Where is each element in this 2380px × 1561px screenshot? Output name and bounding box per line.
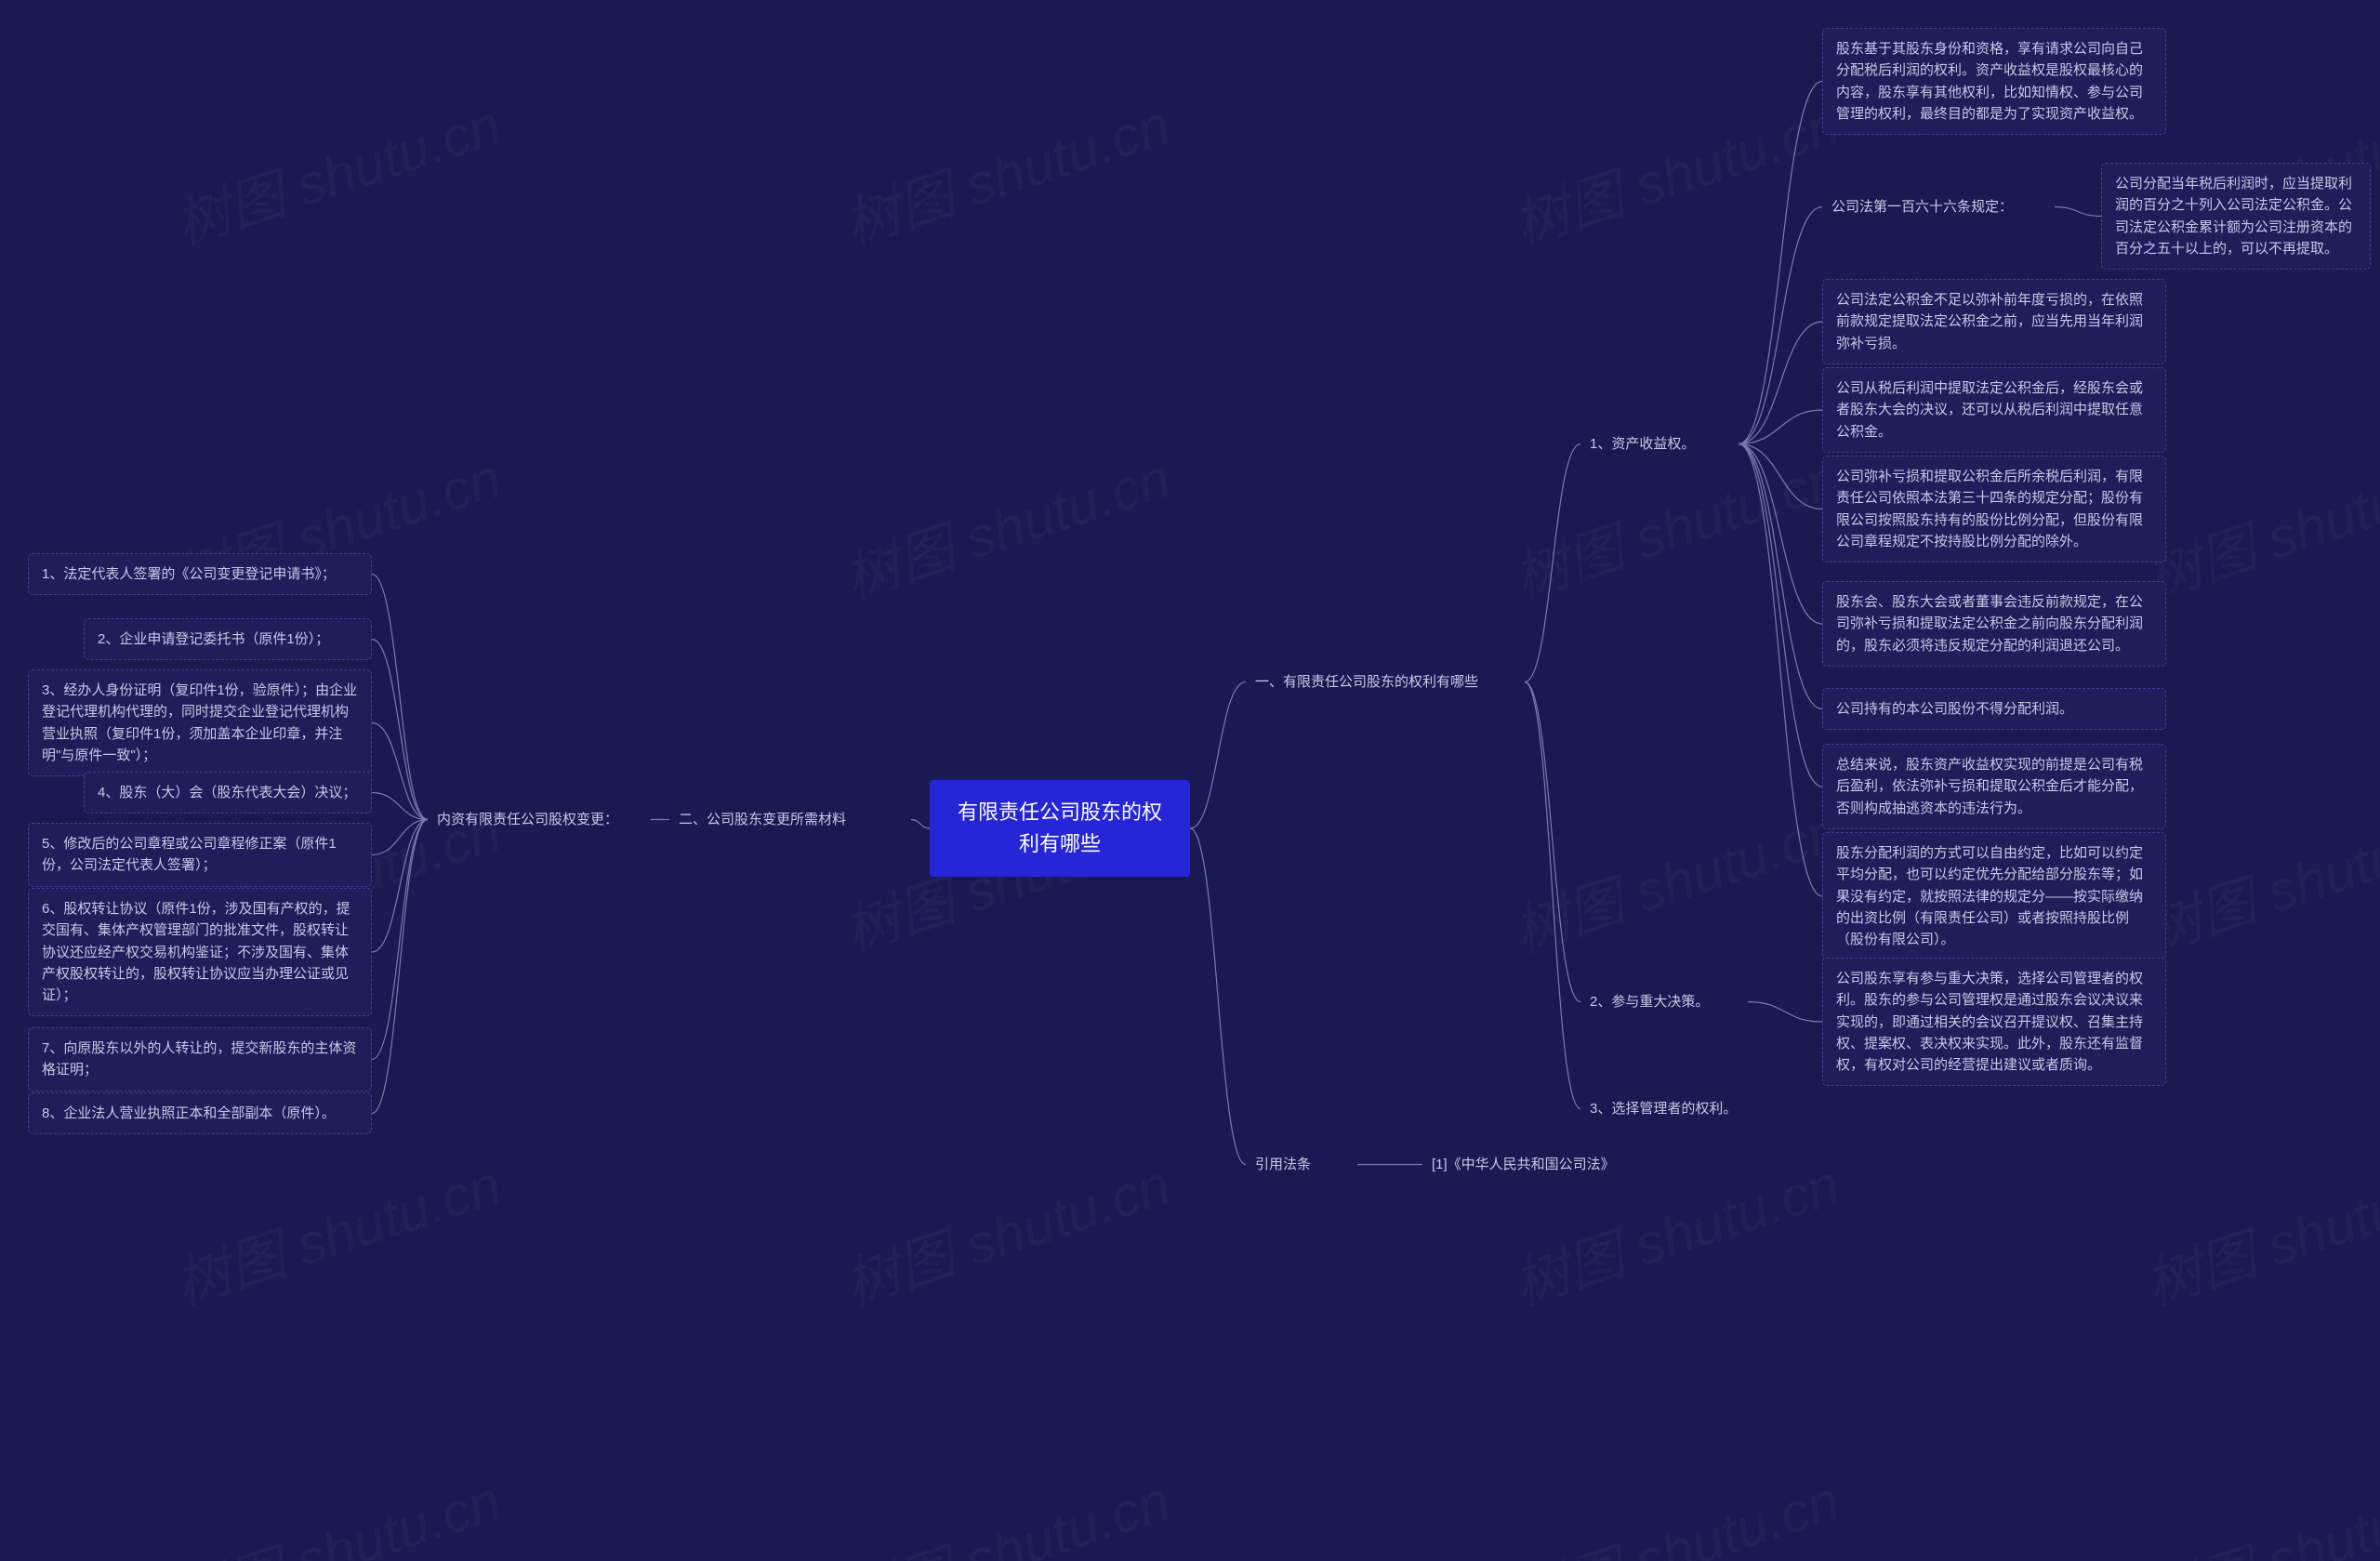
node-s2_1b[interactable]: 2、企业申请登记委托书（原件1份）； (84, 618, 372, 660)
node-s2_1c[interactable]: 3、经办人身份证明（复印件1份，验原件）；由企业登记代理机构代理的，同时提交企业… (28, 669, 372, 776)
node-s1_1h[interactable]: 总结来说，股东资产收益权实现的前提是公司有税后盈利，依法弥补亏损和提取公积金后才… (1822, 744, 2166, 829)
watermark: 树图 shutu.cn (832, 433, 1179, 615)
node-label: 公司弥补亏损和提取公积金后所余税后利润，有限责任公司依照本法第三十四条的规定分配… (1836, 466, 2152, 552)
connector (1739, 444, 1822, 625)
connector (372, 793, 428, 820)
connector (1739, 322, 1822, 444)
node-label: 1、资产收益权。 (1590, 433, 1695, 455)
connector (1739, 82, 1822, 444)
node-label: 公司持有的本公司股份不得分配利润。 (1836, 698, 2073, 720)
node-s2_1a[interactable]: 1、法定代表人签署的《公司变更登记申请书》； (28, 553, 372, 595)
mindmap-canvas: 树图 shutu.cn 树图 shutu.cn 树图 shutu.cn 树图 shut… (0, 0, 2380, 1561)
connector (372, 820, 428, 1060)
watermark: 树图 shutu.cn (1501, 787, 1848, 968)
node-s1_1e[interactable]: 公司弥补亏损和提取公积金后所余税后利润，有限责任公司依照本法第三十四条的规定分配… (1822, 456, 2166, 562)
node-s1[interactable]: 一、有限责任公司股东的权利有哪些 (1246, 666, 1525, 698)
watermark: 树图 shutu.cn (1501, 433, 1848, 615)
node-s1_1c[interactable]: 公司法定公积金不足以弥补前年度亏损的，在依照前款规定提取法定公积金之前，应当先用… (1822, 279, 2166, 364)
node-s1_1g[interactable]: 公司持有的本公司股份不得分配利润。 (1822, 688, 2166, 730)
node-s1_1b[interactable]: 公司法第一百六十六条规定： (1822, 191, 2055, 223)
node-s2[interactable]: 二、公司股东变更所需材料 (669, 803, 911, 836)
connector (911, 820, 930, 829)
watermark: 树图 shutu.cn (163, 1140, 509, 1321)
node-s2_1f[interactable]: 6、股权转让协议（原件1份，涉及国有产权的，提交国有、集体产权管理部门的批准文件… (28, 888, 372, 1016)
node-label: 内资有限责任公司股权变更： (437, 809, 618, 830)
node-s1_1b1[interactable]: 公司分配当年税后利润时，应当提取利润的百分之十列入公司法定公积金。公司法定公积金… (2101, 163, 2371, 270)
node-label: 8、企业法人营业执照正本和全部副本（原件）。 (42, 1103, 336, 1124)
connector (2055, 207, 2101, 217)
node-label: 3、选择管理者的权利。 (1590, 1098, 1737, 1119)
node-s2_1[interactable]: 内资有限责任公司股权变更： (428, 803, 651, 836)
node-label: 2、参与重大决策。 (1590, 991, 1709, 1012)
node-label: 6、股权转让协议（原件1份，涉及国有产权的，提交国有、集体产权管理部门的批准文件… (42, 898, 358, 1006)
node-label: 股东基于其股东身份和资格，享有请求公司向自己分配税后利润的权利。资产收益权是股权… (1836, 38, 2152, 125)
connector (1739, 444, 1822, 787)
connector (1739, 444, 1822, 897)
node-label: 公司分配当年税后利润时，应当提取利润的百分之十列入公司法定公积金。公司法定公积金… (2115, 173, 2357, 259)
node-label: 总结来说，股东资产收益权实现的前提是公司有税后盈利，依法弥补亏损和提取公积金后才… (1836, 754, 2152, 819)
node-label: 2、企业申请登记委托书（原件1份）； (98, 628, 329, 650)
connector (1739, 207, 1822, 444)
node-s1_1a[interactable]: 股东基于其股东身份和资格，享有请求公司向自己分配税后利润的权利。资产收益权是股权… (1822, 28, 2166, 135)
watermark: 树图 shutu.cn (1501, 80, 1848, 261)
watermark: 树图 shutu.cn (2134, 1456, 2380, 1561)
connector (1525, 444, 1580, 682)
node-label: 1、法定代表人签署的《公司变更登记申请书》； (42, 563, 336, 585)
node-label: 股东分配利润的方式可以自由约定，比如可以约定平均分配，也可以约定优先分配给部分股… (1836, 842, 2152, 950)
node-label: 有限责任公司股东的权利有哪些 (950, 797, 1170, 860)
node-label: 引用法条 (1255, 1154, 1311, 1175)
node-s2_1h[interactable]: 8、企业法人营业执照正本和全部副本（原件）。 (28, 1092, 372, 1134)
node-label: 公司法第一百六十六条规定： (1831, 196, 2013, 218)
node-label: 公司法定公积金不足以弥补前年度亏损的，在依照前款规定提取法定公积金之前，应当先用… (1836, 289, 2152, 354)
connector (372, 820, 428, 855)
root-node[interactable]: 有限责任公司股东的权利有哪些 (930, 780, 1190, 877)
node-s3_1[interactable]: [1]《中华人民共和国公司法》 (1422, 1148, 1664, 1181)
watermark: 树图 shutu.cn (163, 80, 509, 261)
node-s2_1d[interactable]: 4、股东（大）会（股东代表大会）决议； (84, 772, 372, 814)
watermark: 树图 shutu.cn (163, 1456, 509, 1561)
connector (1739, 410, 1822, 444)
node-label: 股东会、股东大会或者董事会违反前款规定，在公司弥补亏损和提取法定公积金之前向股东… (1836, 591, 2152, 656)
node-s1_1[interactable]: 1、资产收益权。 (1580, 428, 1739, 460)
node-s2_1e[interactable]: 5、修改后的公司章程或公司章程修正案（原件1份，公司法定代表人签署）； (28, 823, 372, 887)
node-label: 公司股东享有参与重大决策，选择公司管理者的权利。股东的参与公司管理权是通过股东会… (1836, 968, 2152, 1076)
node-label: 7、向原股东以外的人转让的，提交新股东的主体资格证明； (42, 1038, 358, 1081)
watermark: 树图 shutu.cn (1501, 1456, 1848, 1561)
watermark: 树图 shutu.cn (832, 1140, 1179, 1321)
connector (1739, 444, 1822, 509)
node-s1_2[interactable]: 2、参与重大决策。 (1580, 986, 1748, 1018)
node-label: 二、公司股东变更所需材料 (679, 809, 846, 830)
node-s1_2a[interactable]: 公司股东享有参与重大决策，选择公司管理者的权利。股东的参与公司管理权是通过股东会… (1822, 958, 2166, 1086)
connector (1525, 682, 1580, 1002)
connector (372, 820, 428, 953)
node-label: 5、修改后的公司章程或公司章程修正案（原件1份，公司法定代表人签署）； (42, 833, 358, 877)
connector (372, 575, 428, 820)
node-s3[interactable]: 引用法条 (1246, 1148, 1357, 1181)
node-label: 公司从税后利润中提取法定公积金后，经股东会或者股东大会的决议，还可以从税后利润中… (1836, 377, 2152, 443)
watermark: 树图 shutu.cn (832, 80, 1179, 261)
node-s2_1g[interactable]: 7、向原股东以外的人转让的，提交新股东的主体资格证明； (28, 1027, 372, 1091)
watermark: 树图 shutu.cn (2134, 787, 2380, 968)
connector (1190, 682, 1246, 829)
node-s1_1d[interactable]: 公司从税后利润中提取法定公积金后，经股东会或者股东大会的决议，还可以从税后利润中… (1822, 367, 2166, 453)
node-label: 3、经办人身份证明（复印件1份，验原件）；由企业登记代理机构代理的，同时提交企业… (42, 680, 358, 766)
node-s1_1i[interactable]: 股东分配利润的方式可以自由约定，比如可以约定平均分配，也可以约定优先分配给部分股… (1822, 832, 2166, 960)
connector (1190, 828, 1246, 1165)
connector (1748, 1002, 1822, 1023)
connector (1739, 444, 1822, 709)
node-label: 4、股东（大）会（股东代表大会）决议； (98, 782, 356, 803)
connector (1525, 682, 1580, 1109)
watermark: 树图 shutu.cn (2134, 1140, 2380, 1321)
connector (372, 723, 428, 820)
watermark: 树图 shutu.cn (832, 1456, 1179, 1561)
connector (372, 640, 428, 820)
node-label: 一、有限责任公司股东的权利有哪些 (1255, 671, 1478, 693)
watermark: 树图 shutu.cn (2134, 433, 2380, 615)
node-s1_1f[interactable]: 股东会、股东大会或者董事会违反前款规定，在公司弥补亏损和提取法定公积金之前向股东… (1822, 581, 2166, 667)
node-s1_3[interactable]: 3、选择管理者的权利。 (1580, 1092, 1766, 1125)
connector (372, 820, 428, 1114)
node-label: [1]《中华人民共和国公司法》 (1432, 1154, 1615, 1175)
